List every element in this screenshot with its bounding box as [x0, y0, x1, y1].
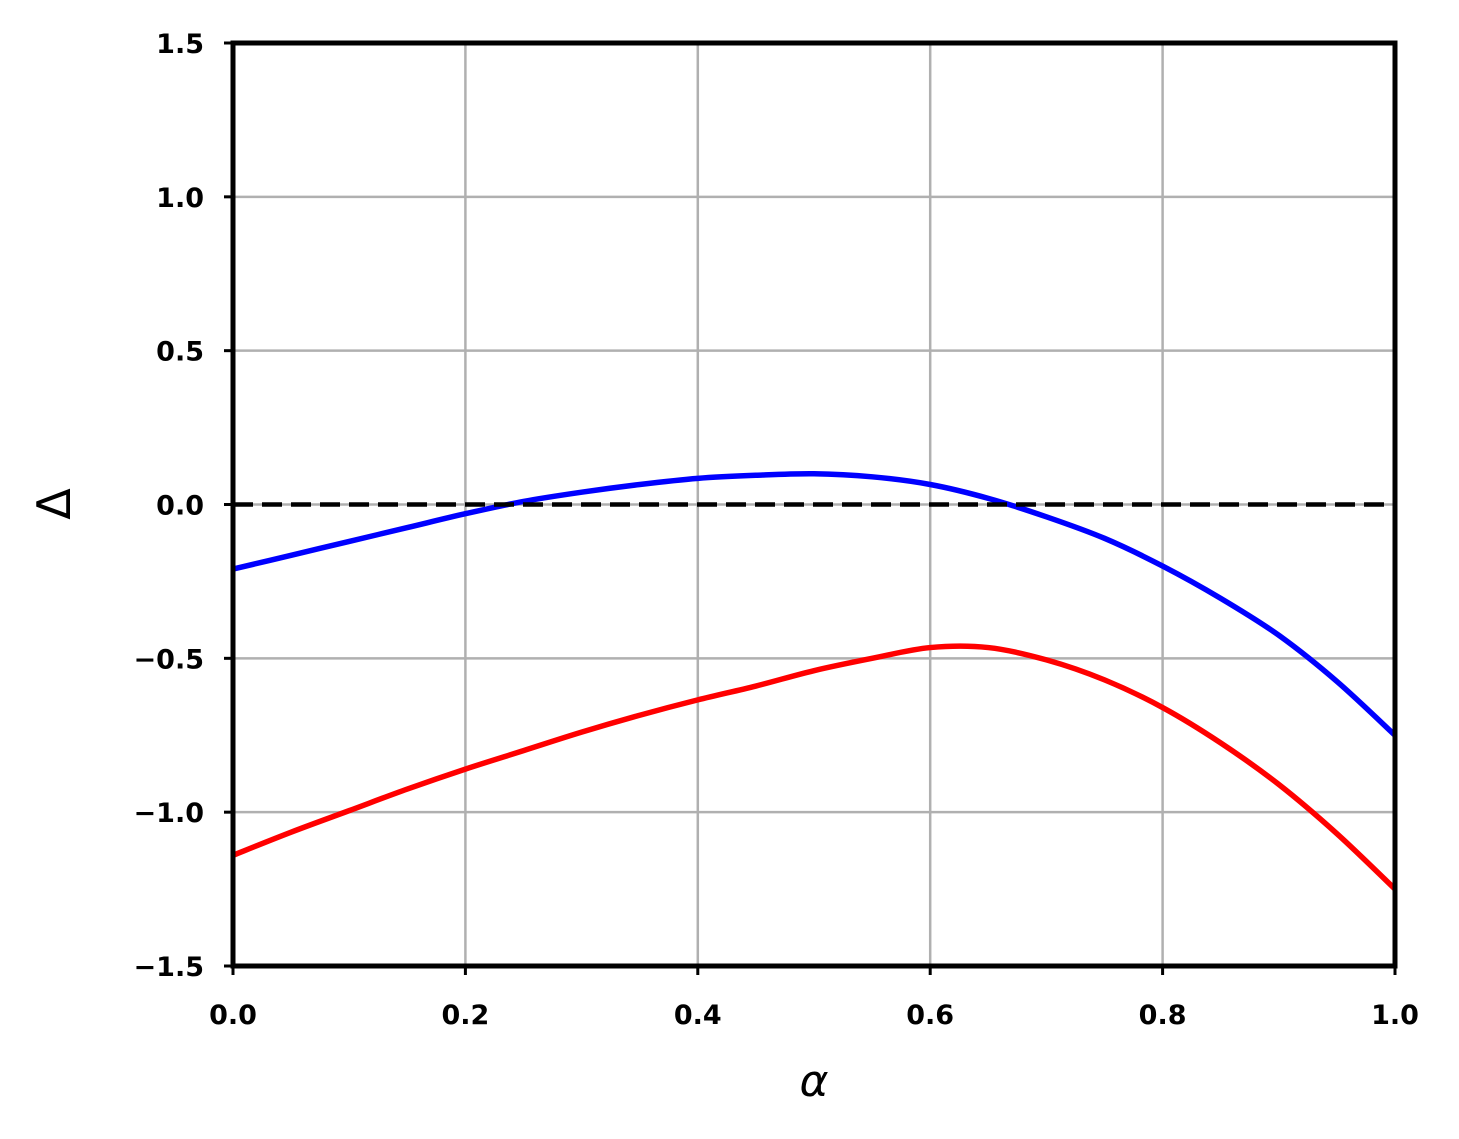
series-layer [231, 470, 1397, 892]
y-tick-label: 0.0 [156, 491, 204, 522]
x-tick-label: 0.0 [209, 1000, 257, 1031]
x-tick-labels: 0.0 0.2 0.4 0.6 0.8 1.0 [209, 1000, 1419, 1031]
x-tick-label: 0.4 [674, 1000, 722, 1031]
blue-curve [232, 470, 1397, 738]
y-tick-label: 1.0 [156, 183, 204, 214]
red-curve [231, 643, 1397, 892]
ticks [224, 41, 1397, 975]
y-tick-label: 0.5 [156, 337, 204, 368]
x-tick-label: 1.0 [1371, 1000, 1419, 1031]
x-tick-label: 0.8 [1139, 1000, 1187, 1031]
x-tick-label: 0.6 [906, 1000, 954, 1031]
x-tick-label: 0.2 [441, 1000, 489, 1031]
x-axis-label: α [799, 1056, 828, 1107]
y-tick-label: −1.0 [134, 798, 204, 829]
y-tick-label: 1.5 [156, 29, 204, 60]
y-tick-label: −1.5 [134, 952, 204, 983]
y-tick-label: −0.5 [134, 644, 204, 675]
y-axis-label: Δ [27, 488, 81, 520]
y-tick-labels: −1.5 −1.0 −0.5 0.0 0.5 1.0 1.5 [134, 29, 204, 983]
